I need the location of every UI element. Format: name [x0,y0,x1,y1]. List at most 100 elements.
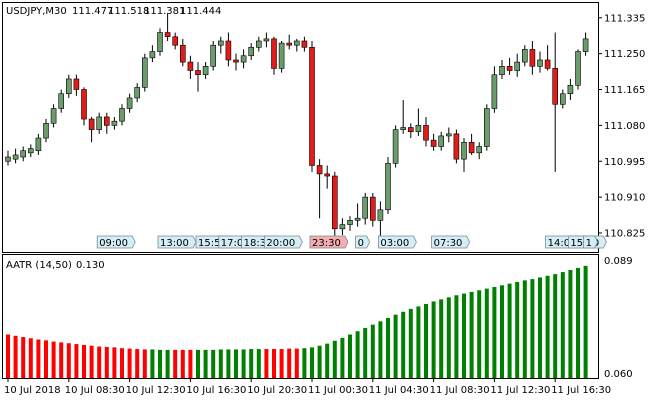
aatr-bar [370,324,375,378]
aatr-bar [150,349,155,378]
aatr-bar [13,335,18,378]
close-value: 111.444 [180,6,221,17]
aatr-bar [530,279,535,378]
aatr-bar [264,349,269,378]
candle-bullish [43,122,49,139]
aatr-bar [583,265,588,378]
candle-bullish [400,127,407,130]
aatr-bar [363,327,368,378]
aatr-bar [408,308,413,378]
candle-bearish [316,165,323,175]
candle-bullish [537,59,543,67]
session-tag-label: 20:00 [266,238,295,249]
aatr-bar [165,349,170,378]
candle-bullish [20,150,27,158]
price-tick-label: 111.080 [604,121,645,132]
aatr-bar [142,349,147,378]
candle-bullish [392,129,399,164]
indicator-scale-bottom: 0.060 [604,369,633,380]
aatr-bar [484,288,489,378]
candle-bullish [12,154,19,160]
candle-bullish [582,38,589,52]
candle-bullish [149,51,156,59]
candle-bullish [461,141,467,160]
aatr-bar [317,345,322,378]
aatr-bar [439,299,444,378]
aatr-bar [302,348,307,378]
aatr-bar [424,303,428,378]
candle-bullish [575,51,581,86]
aatr-bar [538,277,542,378]
candle-bullish [499,66,505,76]
candle-bearish [195,70,201,76]
candle-bullish [347,220,353,225]
candle-bearish [104,116,110,126]
candle-bullish [445,133,452,137]
candle-bearish [529,49,536,67]
time-tick-label: 11 Jul 16:30 [551,385,611,396]
aatr-bar [416,306,421,378]
session-tag-label: 15:55 [198,238,227,249]
session-tag: 23:30 [309,235,349,249]
candle-bullish [111,120,118,126]
aatr-bar [104,346,109,378]
aatr-bar [386,318,390,378]
aatr-bar [272,349,276,378]
candle-bullish [248,47,254,57]
candle-bearish [331,175,338,230]
aatr-bar [6,334,10,378]
candle-bullish [491,74,498,109]
session-tag-shape [157,235,197,249]
aatr-bar [256,349,261,378]
aatr-bar [545,275,550,378]
aatr-bar [522,280,527,378]
aatr-bar [66,343,71,378]
price-axis: 111.335 111.250 111.165 111.080 110.995 110.9… [598,13,645,240]
aatr-bar [515,282,520,378]
aatr-bar [196,349,200,378]
low-value: 111.381 [144,6,185,17]
candle-bearish [552,68,559,105]
candle-bullish [5,156,11,162]
price-tick-label: 110.995 [604,157,645,168]
time-tick-label: 10 Jul 08:30 [65,385,125,396]
aatr-bar [59,342,64,378]
aatr-bar [211,349,216,378]
candle-bullish [240,55,247,63]
candle-bullish [438,135,445,147]
session-tag: 07:30 [431,235,471,249]
session-tag-shape [264,235,303,249]
price-tick-label: 111.250 [604,49,645,60]
aatr-bar [454,295,459,378]
candle-bullish [27,148,34,154]
indicator-scale-top: 0.089 [604,256,633,267]
price-panel-frame [2,2,599,253]
candle-bullish [559,93,566,105]
session-tag: 1 [583,235,599,249]
candle-bullish [354,217,361,221]
session-tag-shape [583,235,599,249]
session-tag: 20:00 [264,235,303,249]
candle-bullish [385,163,391,211]
session-tag-label: 07:30 [434,238,463,249]
candle-bearish [506,66,513,71]
candle-bearish [286,42,293,46]
aatr-bar [446,297,451,378]
candle-bearish [369,196,376,221]
aatr-bar [294,348,299,378]
aatr-bar [135,349,140,378]
candle-bullish [255,40,262,48]
candle-bullish [58,93,65,109]
aatr-bar [553,274,558,378]
aatr-bar [218,349,223,378]
candle-bearish [81,89,87,120]
symbol-label: USDJPY,M30 [6,6,67,17]
time-tick-label: 11 Jul 08:30 [430,385,490,396]
session-tag-label: 13:00 [160,238,189,249]
aatr-bar [158,349,162,378]
price-tick-label: 111.335 [604,13,645,24]
candle-bearish [544,59,551,69]
